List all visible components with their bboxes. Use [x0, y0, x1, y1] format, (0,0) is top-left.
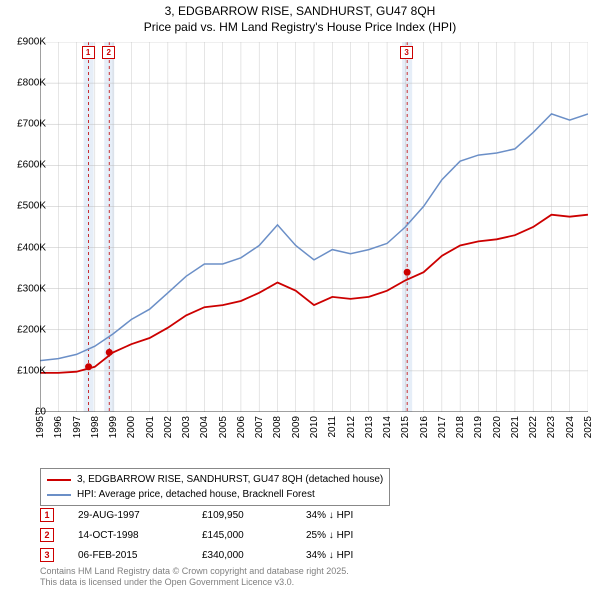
footer-line-1: Contains HM Land Registry data © Crown c…: [40, 566, 349, 577]
x-tick-label: 2015: [400, 416, 411, 438]
x-tick-label: 2023: [546, 416, 557, 438]
sale-marker-badge: 2: [102, 46, 115, 59]
legend-label-price: 3, EDGBARROW RISE, SANDHURST, GU47 8QH (…: [77, 472, 383, 487]
tx-price: £145,000: [202, 530, 282, 541]
y-tick-label: £700K: [17, 119, 46, 130]
tx-delta: 34% ↓ HPI: [306, 510, 396, 521]
x-tick-label: 1997: [72, 416, 83, 438]
x-tick-label: 2020: [492, 416, 503, 438]
x-tick-label: 2006: [236, 416, 247, 438]
x-tick-label: 1995: [35, 416, 46, 438]
x-tick-label: 2009: [291, 416, 302, 438]
tx-delta: 34% ↓ HPI: [306, 550, 396, 561]
x-tick-label: 2008: [272, 416, 283, 438]
tx-delta: 25% ↓ HPI: [306, 530, 396, 541]
x-tick-label: 2001: [145, 416, 156, 438]
chart-container: 3, EDGBARROW RISE, SANDHURST, GU47 8QH P…: [0, 0, 600, 590]
transaction-row: 2 14-OCT-1998 £145,000 25% ↓ HPI: [40, 528, 396, 542]
x-tick-label: 1998: [90, 416, 101, 438]
x-tick-label: 2003: [181, 416, 192, 438]
x-tick-label: 1999: [108, 416, 119, 438]
transaction-row: 3 06-FEB-2015 £340,000 34% ↓ HPI: [40, 548, 396, 562]
tx-date: 06-FEB-2015: [78, 550, 178, 561]
legend-row-hpi: HPI: Average price, detached house, Brac…: [47, 487, 383, 502]
transaction-row: 1 29-AUG-1997 £109,950 34% ↓ HPI: [40, 508, 396, 522]
tx-price: £109,950: [202, 510, 282, 521]
x-tick-label: 2022: [528, 416, 539, 438]
y-tick-label: £600K: [17, 160, 46, 171]
legend-label-hpi: HPI: Average price, detached house, Brac…: [77, 487, 315, 502]
y-tick-label: £800K: [17, 78, 46, 89]
x-tick-label: 2021: [510, 416, 521, 438]
legend-swatch-price: [47, 479, 71, 481]
x-tick-label: 2025: [583, 416, 594, 438]
title-line-1: 3, EDGBARROW RISE, SANDHURST, GU47 8QH: [0, 4, 600, 20]
x-tick-label: 2016: [419, 416, 430, 438]
chart-area: [40, 42, 588, 412]
x-tick-label: 2018: [455, 416, 466, 438]
sale-marker-badge: 3: [400, 46, 413, 59]
x-tick-label: 2000: [126, 416, 137, 438]
x-tick-label: 2011: [327, 416, 338, 438]
x-tick-label: 2010: [309, 416, 320, 438]
x-tick-label: 2005: [218, 416, 229, 438]
footer-text: Contains HM Land Registry data © Crown c…: [40, 566, 349, 588]
x-tick-label: 2014: [382, 416, 393, 438]
sale-marker-badge: 1: [82, 46, 95, 59]
y-tick-label: £300K: [17, 283, 46, 294]
tx-badge: 3: [40, 548, 54, 562]
x-tick-label: 2024: [565, 416, 576, 438]
legend-box: 3, EDGBARROW RISE, SANDHURST, GU47 8QH (…: [40, 468, 390, 506]
x-tick-label: 2007: [254, 416, 265, 438]
x-tick-label: 2017: [437, 416, 448, 438]
x-tick-label: 1996: [53, 416, 64, 438]
x-tick-label: 2012: [346, 416, 357, 438]
legend-swatch-hpi: [47, 494, 71, 496]
tx-price: £340,000: [202, 550, 282, 561]
footer-line-2: This data is licensed under the Open Gov…: [40, 577, 349, 588]
x-tick-label: 2013: [364, 416, 375, 438]
x-tick-label: 2002: [163, 416, 174, 438]
x-tick-label: 2004: [199, 416, 210, 438]
line-chart-svg: [40, 42, 588, 412]
title-block: 3, EDGBARROW RISE, SANDHURST, GU47 8QH P…: [0, 0, 600, 35]
transactions-table: 1 29-AUG-1997 £109,950 34% ↓ HPI 2 14-OCT-199…: [40, 508, 396, 568]
tx-date: 14-OCT-1998: [78, 530, 178, 541]
tx-badge: 2: [40, 528, 54, 542]
y-tick-label: £500K: [17, 201, 46, 212]
tx-date: 29-AUG-1997: [78, 510, 178, 521]
y-tick-label: £400K: [17, 242, 46, 253]
y-tick-label: £100K: [17, 365, 46, 376]
legend-row-price: 3, EDGBARROW RISE, SANDHURST, GU47 8QH (…: [47, 472, 383, 487]
x-tick-label: 2019: [473, 416, 484, 438]
y-tick-label: £900K: [17, 37, 46, 48]
title-line-2: Price paid vs. HM Land Registry's House …: [0, 20, 600, 36]
tx-badge: 1: [40, 508, 54, 522]
y-tick-label: £200K: [17, 324, 46, 335]
